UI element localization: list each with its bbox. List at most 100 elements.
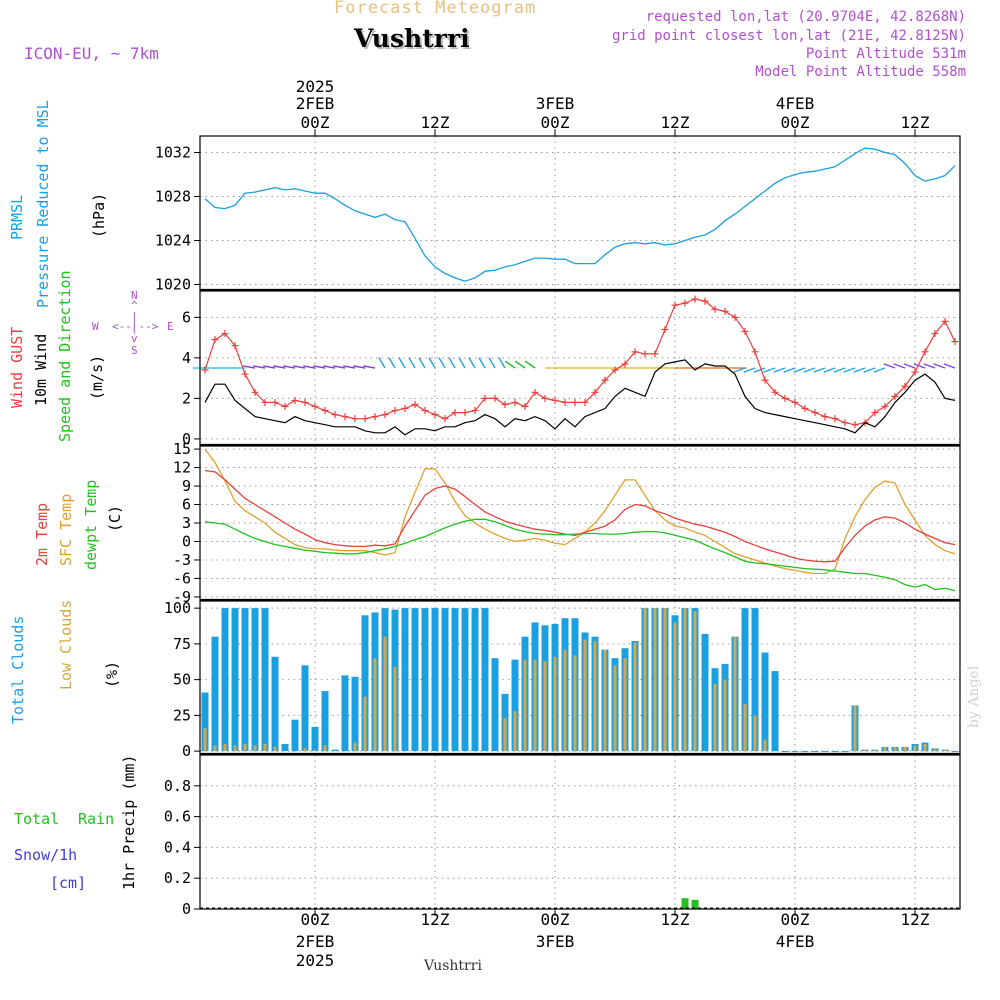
low-cloud-bar bbox=[673, 622, 677, 752]
low-cloud-bar bbox=[383, 636, 387, 752]
wind-direction-arrow bbox=[458, 357, 466, 369]
gust-marker bbox=[591, 388, 599, 396]
wind-direction-arrow bbox=[343, 365, 356, 369]
y-tick-label: -9 bbox=[173, 588, 191, 606]
y-tick-label: 0 bbox=[182, 742, 191, 760]
gust-marker bbox=[231, 342, 239, 350]
low-cloud-bar bbox=[923, 744, 927, 752]
x-tick-label-bottom: 12Z bbox=[421, 910, 450, 929]
y-tick-label: 3 bbox=[182, 514, 191, 532]
requested-coords: requested lon,lat (20.9704E, 42.8268N) bbox=[645, 9, 966, 25]
gust-marker bbox=[371, 413, 379, 421]
low-cloud-bar bbox=[573, 655, 577, 752]
gust-marker bbox=[271, 398, 279, 406]
low-cloud-bar bbox=[553, 656, 557, 752]
wind-direction-arrow bbox=[468, 357, 476, 369]
compass-east: E bbox=[167, 320, 174, 333]
low-cloud-bar bbox=[863, 749, 867, 752]
x-tick-label-top: 12Z bbox=[421, 113, 450, 132]
y-tick-label: 6 bbox=[182, 308, 191, 326]
wind-direction-arrow bbox=[253, 365, 266, 369]
y-tick-label: 4 bbox=[182, 349, 191, 367]
gust-marker bbox=[221, 330, 229, 338]
low-cloud-bar bbox=[713, 683, 717, 752]
gust-marker bbox=[941, 317, 949, 325]
gust-marker bbox=[761, 376, 769, 384]
wind-direction-arrow bbox=[853, 367, 866, 373]
low-cloud-bar bbox=[653, 608, 657, 752]
low-cloud-bar bbox=[543, 661, 547, 752]
low-cloud-bar bbox=[943, 749, 947, 752]
y-tick-label: -6 bbox=[173, 569, 191, 587]
total-cloud-bar bbox=[831, 751, 839, 753]
gust-marker bbox=[261, 398, 269, 406]
wind-direction-arrow bbox=[733, 367, 746, 373]
model-label: ICON-EU, ~ 7km bbox=[24, 44, 159, 63]
total-cloud-bar bbox=[511, 659, 519, 752]
gust-marker bbox=[341, 413, 349, 421]
gust-marker bbox=[771, 388, 779, 396]
gust-marker bbox=[511, 398, 519, 406]
gust-marker bbox=[811, 409, 819, 417]
wind-direction-arrow bbox=[273, 365, 286, 369]
wind-direction-arrow bbox=[813, 367, 826, 373]
temp-line-sfc bbox=[204, 448, 956, 575]
y-tick-label: 9 bbox=[182, 477, 191, 495]
total-cloud-bar bbox=[261, 608, 269, 752]
low-cloud-bar bbox=[583, 639, 587, 752]
gust-marker bbox=[401, 405, 409, 413]
gust-marker bbox=[361, 415, 369, 423]
panel-frame bbox=[199, 754, 961, 910]
low-cloud-bar bbox=[723, 679, 727, 752]
wind-direction-arrow bbox=[283, 365, 296, 369]
wind-direction-arrow bbox=[333, 365, 346, 369]
wind-direction-arrow bbox=[448, 357, 456, 369]
precip-cm-label: [cm] bbox=[50, 874, 87, 892]
total-cloud-bar bbox=[461, 608, 469, 752]
y-tick-label: 0.8 bbox=[164, 777, 191, 795]
total-cloud-bar bbox=[811, 751, 819, 753]
gust-marker bbox=[301, 398, 309, 406]
gust-marker bbox=[421, 407, 429, 415]
wind-direction-arrow bbox=[803, 367, 816, 373]
location-title: Vushtrri bbox=[354, 24, 470, 53]
wind-direction-arrow bbox=[753, 367, 766, 373]
low-cloud-bar bbox=[223, 744, 227, 752]
low-cloud-bar bbox=[603, 649, 607, 752]
gust-marker bbox=[681, 299, 689, 307]
gust-marker bbox=[601, 376, 609, 384]
wind-direction-arrow bbox=[933, 363, 946, 369]
y-tick-label: 50 bbox=[173, 671, 191, 689]
gust-marker bbox=[391, 407, 399, 415]
low-cloud-bar bbox=[353, 742, 357, 752]
total-cloud-bar bbox=[431, 608, 439, 752]
y-tick-label: 1032 bbox=[155, 144, 191, 162]
low-cloud-bar bbox=[533, 659, 537, 752]
total-cloud-bar bbox=[781, 751, 789, 753]
gust-marker bbox=[691, 295, 699, 303]
y-tick-label: 2 bbox=[182, 389, 191, 407]
x-tick-label-top: 12Z bbox=[661, 113, 690, 132]
wind-direction-arrow bbox=[398, 357, 406, 369]
gust-marker bbox=[381, 411, 389, 419]
total-cloud-bar bbox=[341, 675, 349, 752]
total-cloud-bar bbox=[401, 608, 409, 752]
low-cloud-bar bbox=[373, 658, 377, 752]
gust-marker bbox=[651, 350, 659, 358]
wind-direction-arrow bbox=[823, 367, 836, 373]
wind-direction-arrow bbox=[293, 365, 306, 369]
wind-direction-arrow bbox=[763, 367, 776, 373]
gust-marker bbox=[571, 398, 579, 406]
model-altitude: Model Point Altitude 558m bbox=[755, 64, 966, 80]
y-tick-label: 100 bbox=[164, 599, 191, 617]
wind-direction-arrow bbox=[418, 357, 426, 369]
wind-direction-arrow bbox=[263, 365, 276, 369]
y-tick-label: 1028 bbox=[155, 188, 191, 206]
gust-marker bbox=[281, 403, 289, 410]
gust-marker bbox=[201, 366, 209, 374]
x-tick-label-bottom: 00Z bbox=[301, 910, 330, 929]
footer-location: Vushtrri bbox=[424, 958, 482, 974]
gust-marker bbox=[501, 400, 509, 408]
wind-direction-arrow bbox=[793, 367, 806, 373]
low-cloud-bar bbox=[693, 611, 697, 752]
